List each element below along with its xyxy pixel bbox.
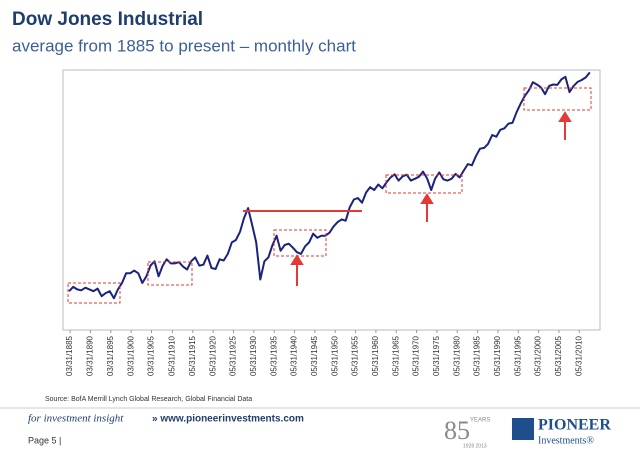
x-tick-label: 05/31/1985 [473, 335, 482, 376]
x-tick-label: 05/31/1995 [513, 335, 522, 376]
x-tick-label: 03/31/1905 [147, 335, 156, 376]
x-tick-label: 05/31/1920 [208, 335, 217, 376]
range-box [67, 282, 121, 304]
x-tick-label: 05/31/1980 [452, 335, 461, 376]
plot: 03/31/1885 03/31/1890 03/31/1895 03/31/1900… [65, 71, 591, 376]
x-tick-label: 03/31/1895 [106, 335, 115, 376]
x-tick-label: 05/31/1960 [371, 335, 380, 376]
source: Source: BofA Merrill Lynch Global Resear… [45, 396, 252, 403]
brand-icon [512, 418, 534, 440]
subtitle: average from 1885 to present – monthly c… [12, 36, 356, 55]
years-range: 1928 2013 [463, 443, 487, 449]
x-tick-label: 03/31/1890 [86, 335, 95, 376]
x-tick-label: 05/31/1930 [249, 335, 258, 376]
x-tick-label: 05/31/1950 [330, 335, 339, 376]
brand-sub: Investments® [538, 435, 594, 446]
years-number: 85 [444, 416, 470, 445]
page-number: Page 5 | [28, 435, 61, 445]
arrow-head [420, 193, 434, 204]
x-tick-label: 05/31/2000 [534, 335, 543, 376]
x-tick-label: 05/31/2005 [554, 335, 563, 376]
x-tick-label: 05/31/1925 [229, 335, 238, 376]
x-tick-label: 05/31/1915 [188, 335, 197, 376]
x-tick-label: 05/31/1945 [310, 335, 319, 376]
brand: PIONEER [538, 417, 611, 434]
title: Dow Jones Industrial [12, 9, 203, 30]
highlight-boxes [67, 87, 592, 304]
x-tick-label: 03/31/1885 [65, 335, 74, 376]
x-tick-label: 05/31/2010 [574, 335, 583, 376]
years-word: YEARS [470, 418, 490, 424]
data-line [68, 71, 591, 300]
x-tick-label: 05/31/1940 [290, 335, 299, 376]
x-tick-label: 03/31/1900 [126, 335, 135, 376]
range-box [523, 87, 592, 111]
arrows [290, 111, 572, 286]
x-tick-label: 05/31/1975 [432, 335, 441, 376]
arrow-head [290, 254, 304, 265]
range-box [385, 174, 463, 194]
website: » www.pioneerinvestments.com [152, 414, 304, 425]
x-tick-label: 05/31/1965 [391, 335, 400, 376]
range-box [273, 229, 327, 257]
x-tick-label: 05/31/1955 [351, 335, 360, 376]
range-box [147, 261, 193, 286]
x-tick-label: 05/31/1970 [412, 335, 421, 376]
tagline: for investment insight [28, 413, 124, 425]
plot-frame [62, 69, 601, 331]
arrow-head [558, 111, 572, 122]
x-tick-label: 05/31/1935 [269, 335, 278, 376]
x-tick-label: 05/31/1990 [493, 335, 502, 376]
x-tick-label: 05/31/1910 [168, 335, 177, 376]
